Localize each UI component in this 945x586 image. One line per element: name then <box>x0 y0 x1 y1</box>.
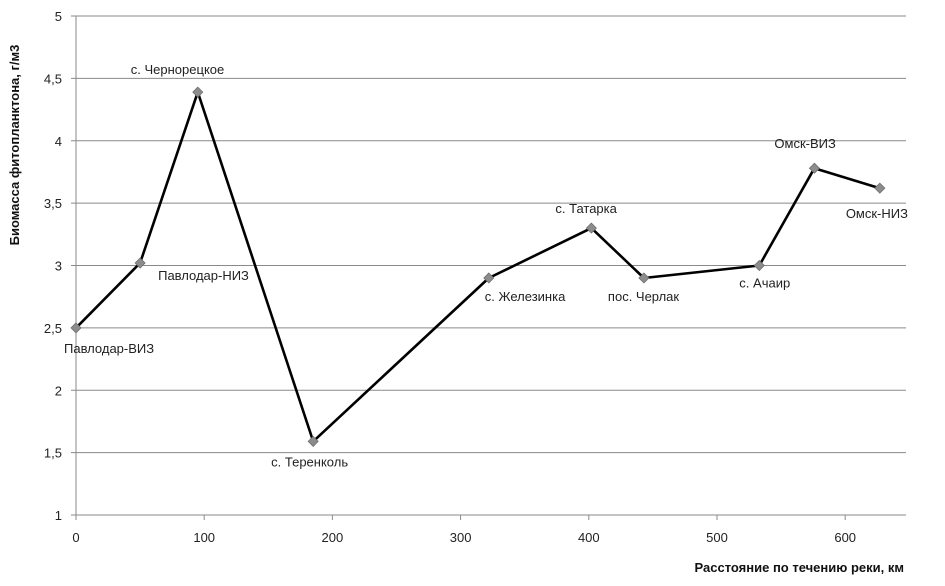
data-series <box>70 86 886 447</box>
y-tick-labels: 1 1,5 2 2,5 3 3,5 4 4,5 5 <box>44 9 62 523</box>
series-line <box>75 90 881 443</box>
x-tick-label: 100 <box>193 530 215 545</box>
data-point <box>483 272 495 284</box>
x-tick-label: 200 <box>322 530 344 545</box>
y-tick-label: 4,5 <box>44 71 62 86</box>
data-point-label: Омск-НИЗ <box>846 206 908 221</box>
x-tick-label: 400 <box>578 530 600 545</box>
data-point-label: с. Татарка <box>555 201 617 216</box>
data-point <box>585 222 597 234</box>
data-point <box>307 435 319 447</box>
data-point-label: с. Чернорецкое <box>131 62 224 77</box>
point-labels: Павлодар-ВИЗ Павлодар-НИЗ с. Чернорецкое с.… <box>64 62 908 469</box>
y-tick-label: 3 <box>55 259 62 274</box>
data-point-label: с. Железинка <box>485 289 566 304</box>
data-point <box>70 322 82 334</box>
data-point-label: Павлодар-ВИЗ <box>64 341 154 356</box>
y-tick-label: 1,5 <box>44 446 62 461</box>
y-tick-label: 3,5 <box>44 196 62 211</box>
y-tick-label: 1 <box>55 508 62 523</box>
x-tick-label: 500 <box>706 530 728 545</box>
x-tick-labels: 0 100 200 300 400 500 600 <box>72 530 856 545</box>
x-tick-label: 300 <box>450 530 472 545</box>
x-tick-label: 600 <box>834 530 856 545</box>
data-point-label: Павлодар-НИЗ <box>158 268 249 283</box>
x-tick-label: 0 <box>72 530 79 545</box>
y-tick-label: 4 <box>55 134 62 149</box>
data-point <box>134 257 146 269</box>
data-point <box>192 86 204 98</box>
y-axis-title: Биомасса фитопланктона, г/м3 <box>7 45 22 246</box>
x-axis-title: Расстояние по течению реки, км <box>695 560 904 575</box>
data-point-label: пос. Черлак <box>608 289 679 304</box>
data-point-label: с. Теренколь <box>271 454 348 469</box>
data-point <box>874 182 886 194</box>
data-point <box>638 272 650 284</box>
data-point-label: Омск-ВИЗ <box>774 136 836 151</box>
data-point <box>808 162 820 174</box>
y-tick-label: 2 <box>55 383 62 398</box>
y-tick-label: 2,5 <box>44 321 62 336</box>
data-point-label: с. Ачаир <box>739 276 790 291</box>
data-point <box>753 259 765 272</box>
y-tick-label: 5 <box>55 9 62 24</box>
